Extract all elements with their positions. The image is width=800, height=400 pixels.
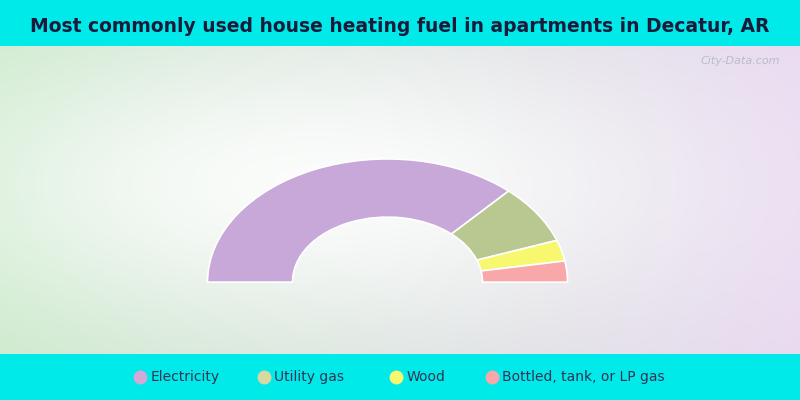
Wedge shape <box>207 159 509 282</box>
Text: Electricity: Electricity <box>150 370 219 384</box>
Wedge shape <box>477 240 565 271</box>
Text: Most commonly used house heating fuel in apartments in Decatur, AR: Most commonly used house heating fuel in… <box>30 17 770 36</box>
Text: Wood: Wood <box>406 370 446 384</box>
Wedge shape <box>481 261 567 282</box>
Text: Utility gas: Utility gas <box>274 370 345 384</box>
Wedge shape <box>451 191 557 260</box>
Text: Bottled, tank, or LP gas: Bottled, tank, or LP gas <box>502 370 665 384</box>
Text: City-Data.com: City-Data.com <box>701 56 780 66</box>
